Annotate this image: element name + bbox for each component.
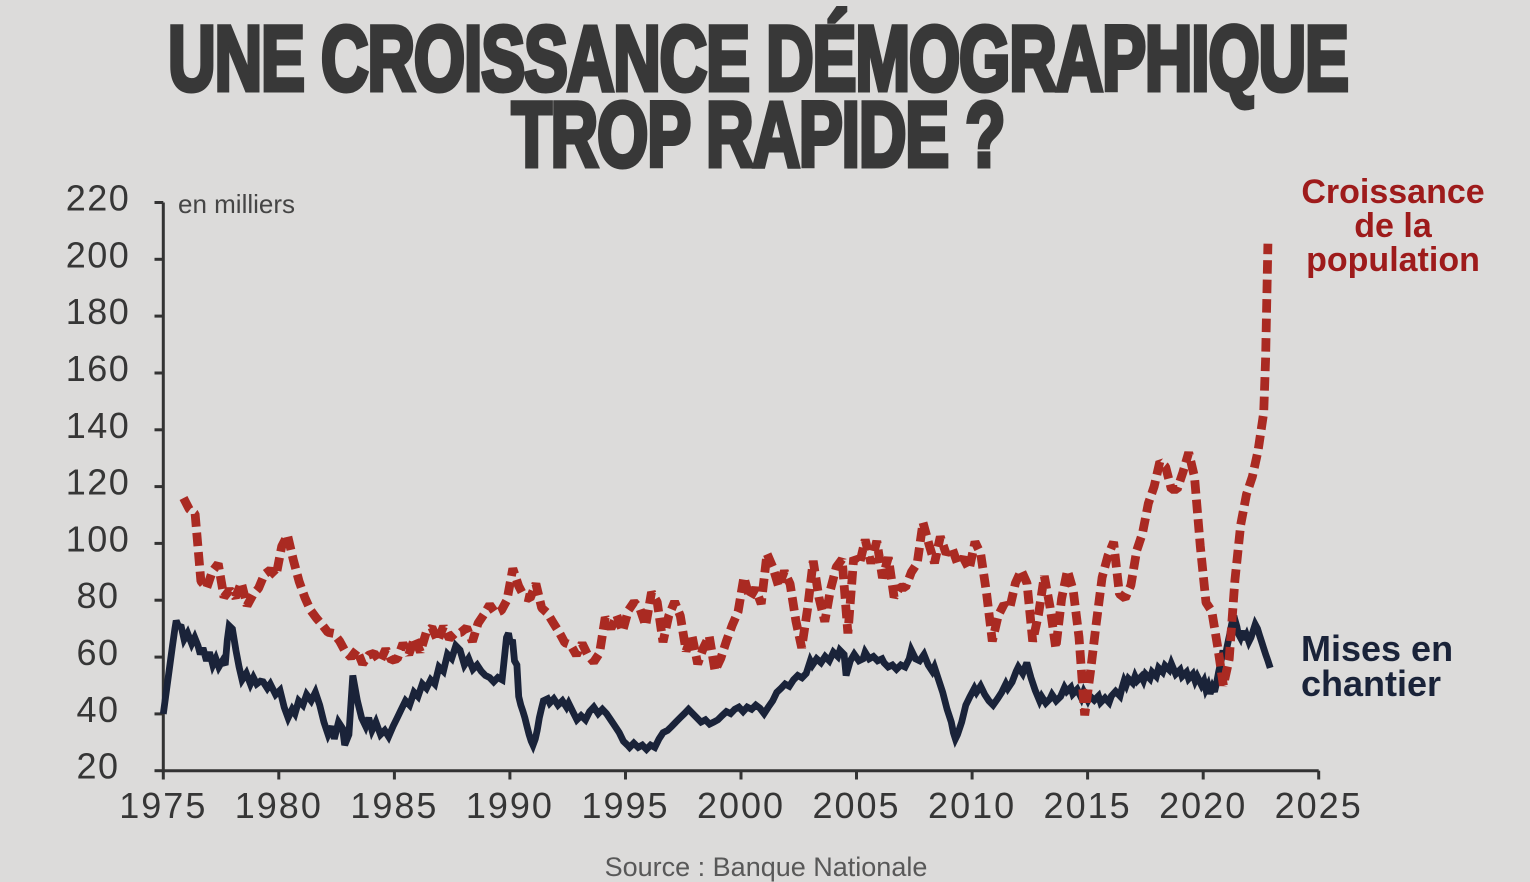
svg-text:60: 60 (76, 632, 119, 673)
svg-text:120: 120 (66, 462, 131, 503)
svg-text:1990: 1990 (466, 785, 554, 826)
svg-text:2015: 2015 (1044, 785, 1132, 826)
svg-text:2025: 2025 (1275, 785, 1363, 826)
svg-text:160: 160 (66, 348, 131, 389)
svg-text:population: population (1306, 241, 1480, 279)
svg-text:1985: 1985 (350, 785, 438, 826)
svg-text:UNE CROISSANCE DÉMOGRAPHIQUE: UNE CROISSANCE DÉMOGRAPHIQUE (168, 7, 1348, 109)
svg-text:220: 220 (66, 178, 131, 219)
svg-text:Source : Banque Nationale: Source : Banque Nationale (605, 852, 928, 882)
svg-text:180: 180 (66, 291, 131, 332)
svg-text:Mises en: Mises en (1301, 628, 1453, 669)
svg-text:40: 40 (76, 689, 119, 730)
svg-text:80: 80 (76, 575, 119, 616)
svg-text:140: 140 (66, 405, 131, 446)
svg-text:1980: 1980 (235, 785, 323, 826)
svg-text:200: 200 (66, 234, 131, 275)
svg-text:2005: 2005 (812, 785, 900, 826)
svg-text:chantier: chantier (1301, 663, 1441, 704)
svg-text:1975: 1975 (119, 785, 207, 826)
svg-text:100: 100 (66, 518, 131, 559)
svg-text:TROP RAPIDE ?: TROP RAPIDE ? (512, 83, 1005, 185)
svg-text:Croissance: Croissance (1301, 173, 1484, 211)
svg-text:1995: 1995 (581, 785, 669, 826)
svg-text:de la: de la (1354, 207, 1433, 245)
svg-text:2020: 2020 (1159, 785, 1247, 826)
svg-text:20: 20 (76, 746, 119, 787)
svg-text:2010: 2010 (928, 785, 1016, 826)
svg-text:2000: 2000 (697, 785, 785, 826)
svg-text:en milliers: en milliers (178, 189, 295, 219)
